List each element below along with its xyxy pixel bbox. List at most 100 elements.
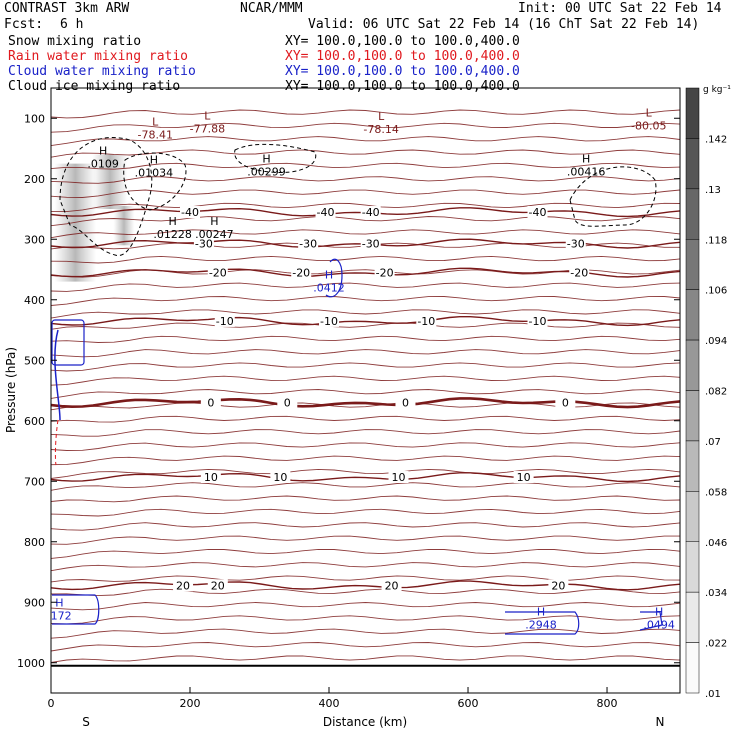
colorbar-swatch	[685, 138, 700, 190]
legend-cloud-water-xy: XY= 100.0,100.0 to 100.0,400.0	[285, 64, 520, 79]
isotherm-label-bg	[381, 579, 402, 592]
colorbar-label: .022	[705, 639, 727, 650]
legend-rain-xy: XY= 100.0,100.0 to 100.0,400.0	[285, 49, 520, 64]
isotherm-label-bg	[416, 314, 437, 327]
isotherm-label-bg	[214, 314, 235, 327]
isotherm-label: -10	[320, 315, 338, 328]
temperature-contour-line	[51, 322, 680, 330]
colorbar-label: .118	[705, 235, 727, 246]
isotherm-label-bg	[270, 471, 291, 484]
y-tick-label: 600	[24, 415, 45, 428]
colorbar-swatch	[685, 339, 700, 391]
isotherm-label-bg	[193, 237, 214, 250]
y-tick-label: 400	[24, 294, 45, 307]
temperature-extremum-type: L	[646, 106, 653, 119]
temperature-contour-line	[51, 296, 680, 306]
isotherm-label: 0	[207, 397, 214, 410]
isotherm-label-bg	[291, 266, 312, 279]
isotherm-label: -40	[317, 206, 335, 219]
temperature-contour-line	[51, 109, 680, 119]
temperature-extremum-value: -80.05	[631, 119, 666, 132]
temperature-extremum-type: L	[204, 109, 211, 122]
title-center: NCAR/MMM	[240, 1, 303, 16]
cloud-ice-contour	[59, 137, 153, 256]
colorbar-swatch	[685, 440, 700, 492]
cloud-water-maximum-type: H	[537, 605, 545, 618]
temperature-contour-line	[51, 535, 680, 545]
cloud-water-maximum-value: .2948	[525, 618, 557, 631]
temperature-extremum-type: L	[378, 110, 385, 123]
isotherm-label: 0	[562, 397, 569, 410]
isotherm-label: 0	[284, 397, 291, 410]
temperature-contour-line	[51, 162, 680, 170]
isotherm-label: -20	[376, 267, 394, 280]
isotherm-label-bg	[388, 471, 409, 484]
temperature-contour-line	[51, 495, 680, 503]
isotherm-label-bg	[374, 266, 395, 279]
isotherm-label-bg	[360, 206, 381, 219]
cloud-ice-maximum-type: H	[582, 152, 590, 165]
isotherm-label: -10	[529, 315, 547, 328]
cloud-ice-contour	[569, 166, 657, 227]
colorbar-swatch	[685, 491, 700, 543]
isotherm-label-bg	[527, 206, 548, 219]
isotherm-label: -40	[181, 206, 199, 219]
valid-time: Valid: 06 UTC Sat 22 Feb 14 (16 ChT Sat …	[308, 17, 700, 32]
legend-rain-name: Rain water mixing ratio	[8, 49, 189, 64]
y-axis-label: Pressure (hPa)	[4, 347, 18, 433]
isotherm-label: -30	[195, 237, 213, 250]
isotherm-label: 20	[176, 579, 190, 592]
colorbar-label: .082	[705, 387, 727, 398]
cloud-water-contour	[54, 329, 61, 421]
colorbar-swatch	[685, 239, 700, 290]
temperature-contour-line	[51, 628, 680, 639]
cloud-water-contour	[52, 594, 100, 625]
isotherm-label-bg	[207, 579, 228, 592]
cloud-ice-maximum-value: .01228	[153, 228, 192, 241]
isotherm-label-bg	[319, 314, 340, 327]
temperature-contour-line	[51, 309, 680, 319]
x-tick-label: 200	[180, 697, 201, 710]
isotherm--10	[51, 316, 680, 327]
colorbar-label: .058	[705, 487, 727, 498]
endpoint-north: N	[656, 715, 665, 729]
colorbar-unit: g kg⁻¹	[703, 85, 731, 95]
temperature-contour-line	[51, 655, 680, 663]
isotherm-label-bg	[548, 579, 569, 592]
isotherm-label: 10	[517, 471, 531, 484]
y-tick-label: 900	[24, 596, 45, 609]
temperature-contour-line	[51, 575, 680, 583]
isotherm-label-bg	[200, 396, 221, 409]
isotherm-0	[51, 397, 680, 409]
cloud-water-contour	[325, 258, 343, 298]
isotherm-label: -40	[529, 206, 547, 219]
y-tick-label: 300	[24, 233, 45, 246]
x-axis-label: Distance (km)	[323, 715, 407, 729]
cloud-ice-maximum-type: H	[150, 153, 158, 166]
isotherm-label-bg	[527, 314, 548, 327]
isotherm-label: 20	[551, 579, 565, 592]
isotherm-label-bg	[360, 237, 381, 250]
temperature-contour-line	[51, 122, 680, 133]
isotherm-label-bg	[207, 266, 228, 279]
isotherm-label-bg	[555, 396, 576, 409]
temperature-extremum-value: -78.14	[363, 123, 398, 136]
isotherm-label: -30	[362, 237, 380, 250]
isotherm-label-bg	[277, 396, 298, 409]
snow-shading-3	[113, 205, 135, 246]
isotherm-label: -20	[292, 267, 310, 280]
cloud-ice-maximum-value: .01034	[135, 166, 174, 179]
cloud-ice-maximum-value: .00299	[247, 165, 286, 178]
temperature-contour-line	[51, 202, 680, 213]
colorbar-label: .142	[705, 134, 727, 145]
temperature-contour-line	[51, 548, 680, 559]
isotherm-label: -30	[567, 237, 585, 250]
isotherm-label: 20	[211, 579, 225, 592]
cloud-water-maximum-type: H	[325, 268, 333, 281]
y-tick-label: 100	[24, 112, 45, 125]
isotherm-label: 10	[392, 471, 406, 484]
temperature-contour-line	[51, 468, 680, 479]
temperature-extremum-value: -78.41	[138, 128, 173, 141]
cloud-water-maximum-value: .0412	[313, 281, 345, 294]
